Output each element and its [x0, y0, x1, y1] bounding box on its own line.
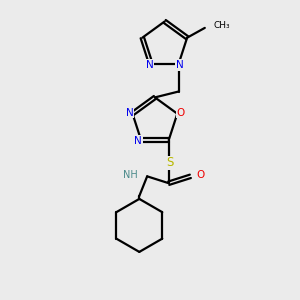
- Text: O: O: [196, 170, 204, 180]
- Text: CH₃: CH₃: [214, 21, 230, 30]
- Text: N: N: [176, 60, 183, 70]
- Text: NH: NH: [123, 170, 137, 180]
- Text: N: N: [126, 108, 134, 118]
- Text: N: N: [146, 60, 154, 70]
- Text: N: N: [134, 136, 142, 146]
- Text: O: O: [176, 108, 184, 118]
- Text: S: S: [166, 156, 173, 169]
